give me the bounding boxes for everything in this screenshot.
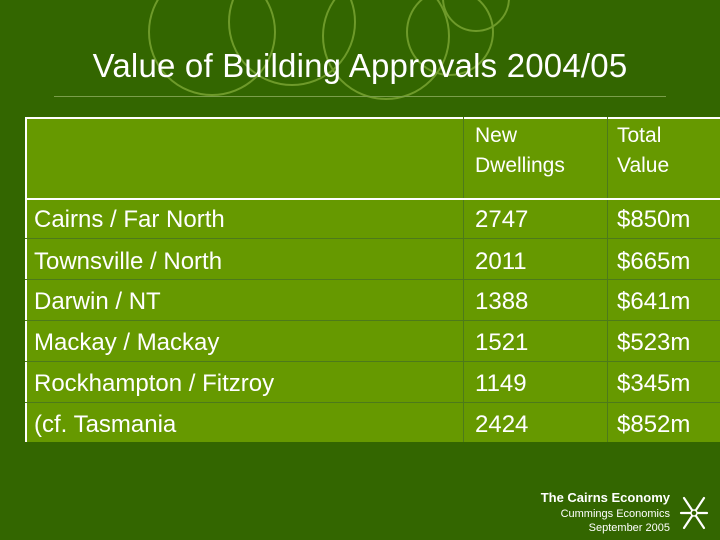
table-row-total-value: $523m	[617, 329, 691, 356]
table-row-region: Townsville / North	[34, 248, 223, 275]
table-row-total-value: $345m	[617, 370, 691, 397]
title-divider	[54, 96, 666, 97]
row-divider	[25, 320, 720, 321]
footer-author: Cummings Economics	[560, 508, 670, 520]
table-row-region: Rockhampton / Fitzroy	[34, 370, 275, 397]
footer-date: September 2005	[588, 522, 670, 534]
header-total-value: Total Value	[617, 124, 670, 177]
table-row-new-dwellings: 2424	[475, 411, 529, 438]
table-row-region: Cairns / Far North	[34, 206, 225, 233]
row-divider	[25, 402, 720, 403]
table-row-region: Darwin / NT	[34, 288, 161, 315]
header-new-dwellings: New Dwellings	[475, 124, 565, 177]
decorative-circle	[406, 0, 494, 76]
approvals-table: New Dwellings Total Value Cairns / Far N…	[25, 117, 720, 442]
table-top-border	[25, 117, 720, 119]
table-row-total-value: $850m	[617, 206, 691, 233]
table-row-new-dwellings: 2747	[475, 206, 529, 233]
row-divider	[25, 279, 720, 280]
table-row-new-dwellings: 1388	[475, 288, 529, 315]
table-row-region: (cf. Tasmania	[34, 411, 177, 438]
table-row-new-dwellings: 1521	[475, 329, 529, 356]
table-row-total-value: $852m	[617, 411, 691, 438]
row-divider	[25, 238, 720, 239]
table-row-total-value: $641m	[617, 288, 691, 315]
table-row-new-dwellings: 1149	[475, 370, 527, 397]
table-row-total-value: $665m	[617, 248, 691, 275]
table-row-region: Mackay / Mackay	[34, 329, 220, 356]
footer-title: The Cairns Economy	[540, 490, 670, 505]
row-divider	[25, 361, 720, 362]
logo-icon	[679, 496, 709, 530]
slide-title: Value of Building Approvals 2004/05	[92, 47, 628, 84]
header-bottom-border	[25, 198, 720, 200]
table-row-new-dwellings: 2011	[475, 248, 527, 275]
